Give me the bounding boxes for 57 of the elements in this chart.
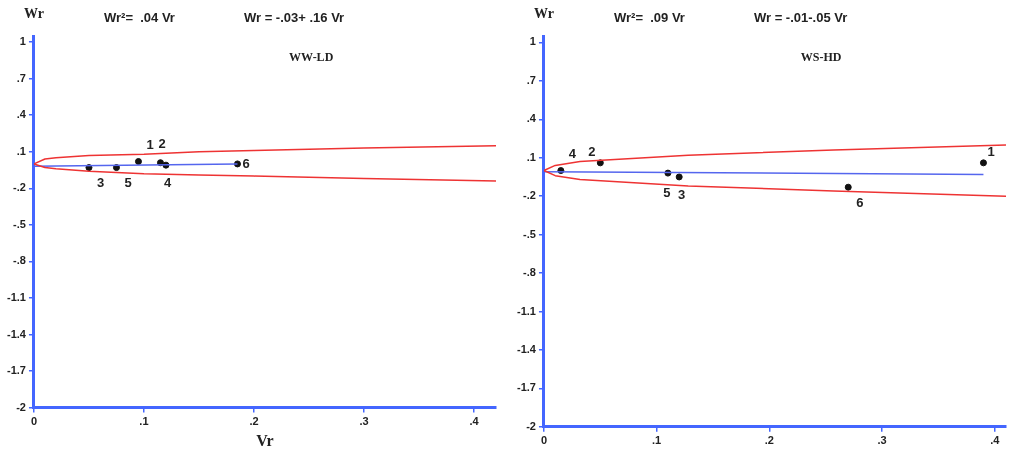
x-axis-title: Vr bbox=[256, 431, 274, 449]
annotation: 4 bbox=[568, 146, 577, 162]
y-tick-label: -.5 bbox=[13, 217, 26, 230]
y-tick-label: .7 bbox=[526, 73, 536, 86]
x-tick-label: .1 bbox=[139, 415, 149, 428]
y-tick-label: -1.4 bbox=[516, 342, 537, 355]
x-tick-label: .2 bbox=[764, 434, 774, 447]
x-tick-label: .1 bbox=[652, 434, 662, 447]
y-tick-label: -.2 bbox=[523, 189, 536, 202]
x-tick-label: .3 bbox=[359, 415, 369, 428]
point bbox=[979, 159, 987, 167]
y-tick-label: -2 bbox=[16, 400, 26, 413]
x-tick-label: .4 bbox=[469, 415, 480, 428]
x-tick-label: .3 bbox=[877, 434, 887, 447]
y-tick-label: -.8 bbox=[523, 266, 536, 279]
annotation: 3 bbox=[96, 175, 105, 191]
y-tick-label: -2 bbox=[526, 419, 536, 432]
y-tick-label: -.2 bbox=[13, 181, 26, 194]
point bbox=[844, 183, 852, 191]
text: Wr²= .09 Vr bbox=[613, 9, 685, 25]
text: Wr = -.01-.05 Vr bbox=[753, 9, 848, 25]
y-tick-label: -.8 bbox=[13, 254, 26, 267]
y-axis-title: Wr bbox=[23, 5, 44, 21]
annotation: 6 bbox=[242, 155, 250, 171]
y-tick-label: 1 bbox=[19, 35, 26, 48]
x-tick-label: .2 bbox=[249, 415, 259, 428]
y-tick-label: .1 bbox=[526, 150, 536, 163]
y-tick-label: .4 bbox=[16, 108, 27, 121]
annotation: 2 bbox=[158, 136, 166, 152]
y-tick-label: -1.4 bbox=[6, 327, 27, 340]
annotation: 5 bbox=[124, 175, 132, 191]
annotation: 4 bbox=[163, 174, 172, 190]
text: WW-LD bbox=[289, 50, 334, 65]
x-tick-label: 0 bbox=[30, 415, 38, 428]
x-tick-label: 0 bbox=[540, 434, 548, 447]
annotation: 6 bbox=[856, 194, 864, 210]
y-tick-label: -1.7 bbox=[516, 381, 536, 394]
annotation: 3 bbox=[677, 186, 686, 202]
annotation: 1 bbox=[987, 144, 995, 160]
annotation: 5 bbox=[663, 184, 671, 200]
text: Wr = -.03+ .16 Vr bbox=[243, 9, 345, 25]
y-tick-label: .7 bbox=[16, 71, 26, 84]
y-tick-label: -1.1 bbox=[6, 290, 26, 303]
y-tick-label: .4 bbox=[526, 112, 537, 125]
y-tick-label: 1 bbox=[529, 35, 536, 48]
y-tick-label: -1.1 bbox=[516, 304, 536, 317]
y-tick-label: .1 bbox=[16, 144, 26, 157]
y-axis-title: Wr bbox=[533, 5, 554, 21]
point bbox=[675, 173, 683, 181]
text: WS-HD bbox=[800, 50, 842, 65]
annotation: 1 bbox=[146, 137, 154, 153]
annotation: 2 bbox=[588, 144, 596, 160]
y-tick-label: -1.7 bbox=[6, 364, 26, 377]
x-tick-label: .4 bbox=[990, 434, 1001, 447]
y-tick-label: -.5 bbox=[523, 227, 536, 240]
text: Wr²= .04 Vr bbox=[103, 9, 175, 25]
point bbox=[596, 159, 604, 167]
